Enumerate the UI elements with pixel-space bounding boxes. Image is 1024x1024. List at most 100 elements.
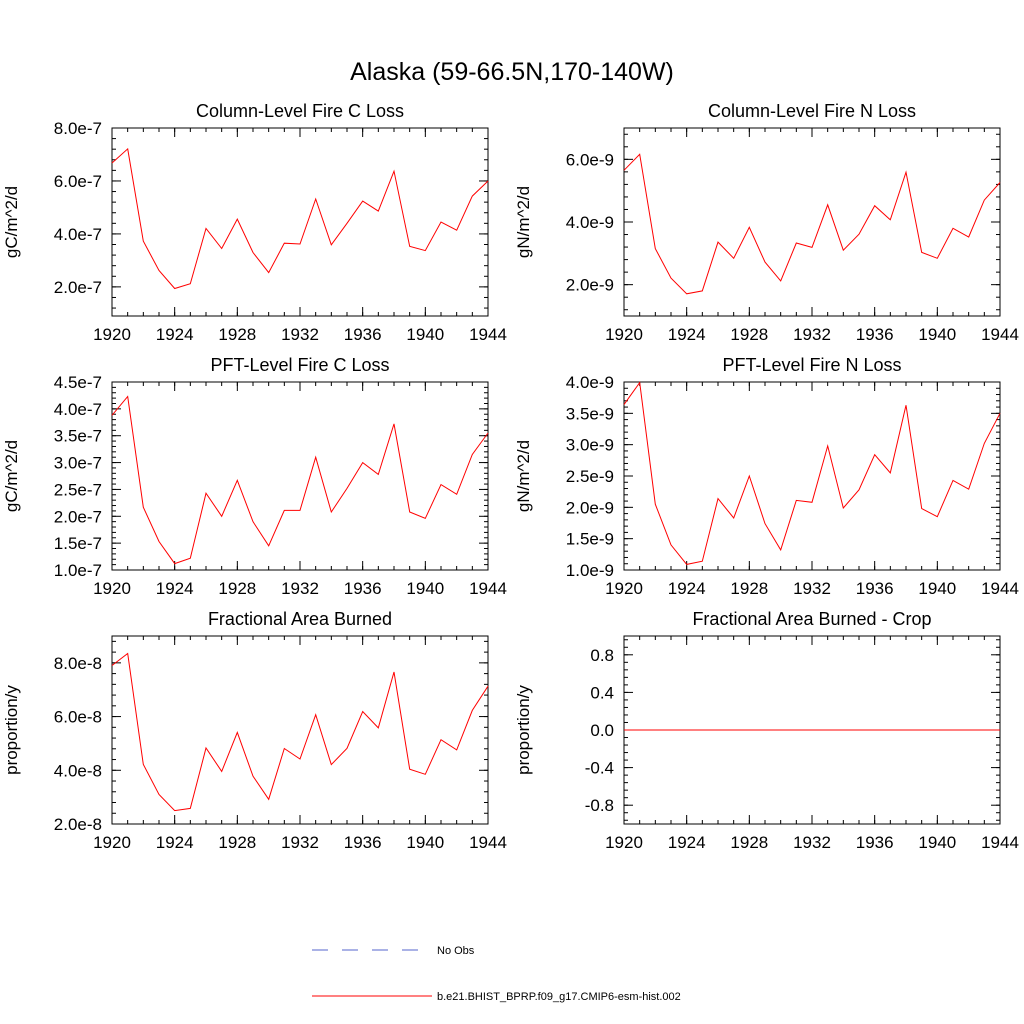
x-tick-label: 1936 [344, 325, 382, 344]
x-tick-label: 1940 [918, 325, 956, 344]
y-tick-label: 8.0e-8 [54, 654, 102, 673]
x-tick-label: 1932 [281, 325, 319, 344]
y-tick-label: 4.0e-9 [566, 373, 614, 392]
x-tick-label: 1928 [218, 579, 256, 598]
chart-panel-3: PFT-Level Fire C Loss 1920 1924 1928 1932 193… [2, 355, 507, 598]
x-tick-label: 1920 [605, 579, 643, 598]
x-tick-label: 1940 [918, 579, 956, 598]
panels-group: Column-Level Fire C Loss 1920 1924 1928 1932… [2, 101, 1019, 852]
y-tick-label: 2.5e-7 [54, 480, 102, 499]
x-tick-label: 1928 [730, 579, 768, 598]
x-tick-label: 1932 [281, 833, 319, 852]
x-tick-label: 1928 [218, 325, 256, 344]
x-tick-label: 1932 [793, 833, 831, 852]
y-tick-label: 1.5e-7 [54, 534, 102, 553]
y-axis-label: gC/m^2/d [2, 440, 21, 512]
panel-title: Column-Level Fire C Loss [196, 101, 404, 121]
y-tick-label: 4.0e-7 [54, 400, 102, 419]
y-tick-label: 2.0e-7 [54, 507, 102, 526]
x-tick-label: 1932 [281, 579, 319, 598]
y-tick-label: 0.4 [590, 683, 614, 702]
x-tick-label: 1944 [981, 579, 1019, 598]
legend: No Obs b.e21.BHIST_BPRP.f09_g17.CMIP6-es… [312, 945, 681, 1003]
y-axis-label: gN/m^2/d [514, 440, 533, 512]
y-tick-label: 8.0e-7 [54, 119, 102, 138]
chart-panel-6: Fractional Area Burned - Crop 1920 1924 192… [514, 609, 1019, 852]
y-tick-label: 2.0e-7 [54, 278, 102, 297]
y-tick-label: -0.8 [585, 796, 614, 815]
y-tick-label: 2.0e-8 [54, 815, 102, 834]
y-tick-label: 6.0e-7 [54, 172, 102, 191]
x-tick-label: 1944 [469, 325, 507, 344]
series-line [111, 395, 489, 565]
plot-frame [111, 127, 489, 317]
x-tick-label: 1928 [730, 325, 768, 344]
y-tick-label: 1.0e-7 [54, 561, 102, 580]
y-tick-label: 3.5e-7 [54, 427, 102, 446]
x-tick-label: 1928 [730, 833, 768, 852]
y-tick-label: 2.0e-9 [566, 276, 614, 295]
x-tick-label: 1924 [668, 833, 706, 852]
y-tick-label: 3.5e-9 [566, 404, 614, 423]
y-axis-label: proportion/y [2, 685, 21, 775]
series-line [111, 652, 489, 812]
plot-frame [111, 381, 489, 571]
y-tick-label: 4.0e-8 [54, 761, 102, 780]
x-tick-label: 1924 [668, 325, 706, 344]
y-tick-label: 0.8 [590, 646, 614, 665]
y-tick-label: 3.0e-7 [54, 454, 102, 473]
x-tick-label: 1920 [93, 833, 131, 852]
y-tick-label: 2.5e-9 [566, 467, 614, 486]
panel-title: Column-Level Fire N Loss [708, 101, 916, 121]
y-axis-label: gC/m^2/d [2, 186, 21, 258]
legend-label-no-obs: No Obs [437, 945, 475, 957]
x-tick-label: 1940 [406, 833, 444, 852]
y-axis-label: proportion/y [514, 685, 533, 775]
panel-title: Fractional Area Burned - Crop [692, 609, 931, 629]
series-line [623, 381, 1001, 565]
y-tick-label: 4.5e-7 [54, 373, 102, 392]
y-tick-label: 6.0e-9 [566, 150, 614, 169]
x-tick-label: 1932 [793, 325, 831, 344]
x-tick-label: 1944 [469, 833, 507, 852]
x-tick-label: 1936 [344, 833, 382, 852]
series-line [111, 147, 489, 290]
y-axis-label: gN/m^2/d [514, 186, 533, 258]
x-tick-label: 1924 [668, 579, 706, 598]
y-tick-label: 0.0 [590, 721, 614, 740]
x-tick-label: 1944 [981, 833, 1019, 852]
y-tick-label: 1.5e-9 [566, 530, 614, 549]
panel-title: PFT-Level Fire N Loss [722, 355, 901, 375]
chart-panel-4: PFT-Level Fire N Loss 1920 1924 1928 1932 193… [514, 355, 1019, 598]
y-tick-label: 4.0e-7 [54, 225, 102, 244]
y-tick-label: -0.4 [585, 759, 614, 778]
y-tick-label: 2.0e-9 [566, 498, 614, 517]
figure-title: Alaska (59-66.5N,170-140W) [350, 58, 674, 86]
x-tick-label: 1928 [218, 833, 256, 852]
chart-panel-1: Column-Level Fire C Loss 1920 1924 1928 1932… [2, 101, 507, 344]
x-tick-label: 1920 [93, 325, 131, 344]
x-tick-label: 1924 [156, 325, 194, 344]
x-tick-label: 1936 [856, 325, 894, 344]
x-tick-label: 1920 [93, 579, 131, 598]
chart-panel-5: Fractional Area Burned 1920 1924 1928 1932 19… [2, 609, 507, 852]
x-tick-label: 1924 [156, 579, 194, 598]
y-tick-label: 3.0e-9 [566, 436, 614, 455]
plot-frame [111, 635, 489, 825]
x-tick-label: 1944 [981, 325, 1019, 344]
x-tick-label: 1940 [406, 579, 444, 598]
x-tick-label: 1936 [856, 579, 894, 598]
plot-frame [623, 381, 1001, 571]
x-tick-label: 1940 [918, 833, 956, 852]
panel-title: Fractional Area Burned [208, 609, 392, 629]
panel-title: PFT-Level Fire C Loss [210, 355, 389, 375]
x-tick-label: 1924 [156, 833, 194, 852]
x-tick-label: 1936 [344, 579, 382, 598]
legend-label-model: b.e21.BHIST_BPRP.f09_g17.CMIP6-esm-hist.… [437, 991, 681, 1003]
x-tick-label: 1940 [406, 325, 444, 344]
y-tick-label: 6.0e-8 [54, 708, 102, 727]
chart-panel-2: Column-Level Fire N Loss 1920 1924 1928 1932… [514, 101, 1019, 344]
x-tick-label: 1936 [856, 833, 894, 852]
y-tick-label: 4.0e-9 [566, 213, 614, 232]
